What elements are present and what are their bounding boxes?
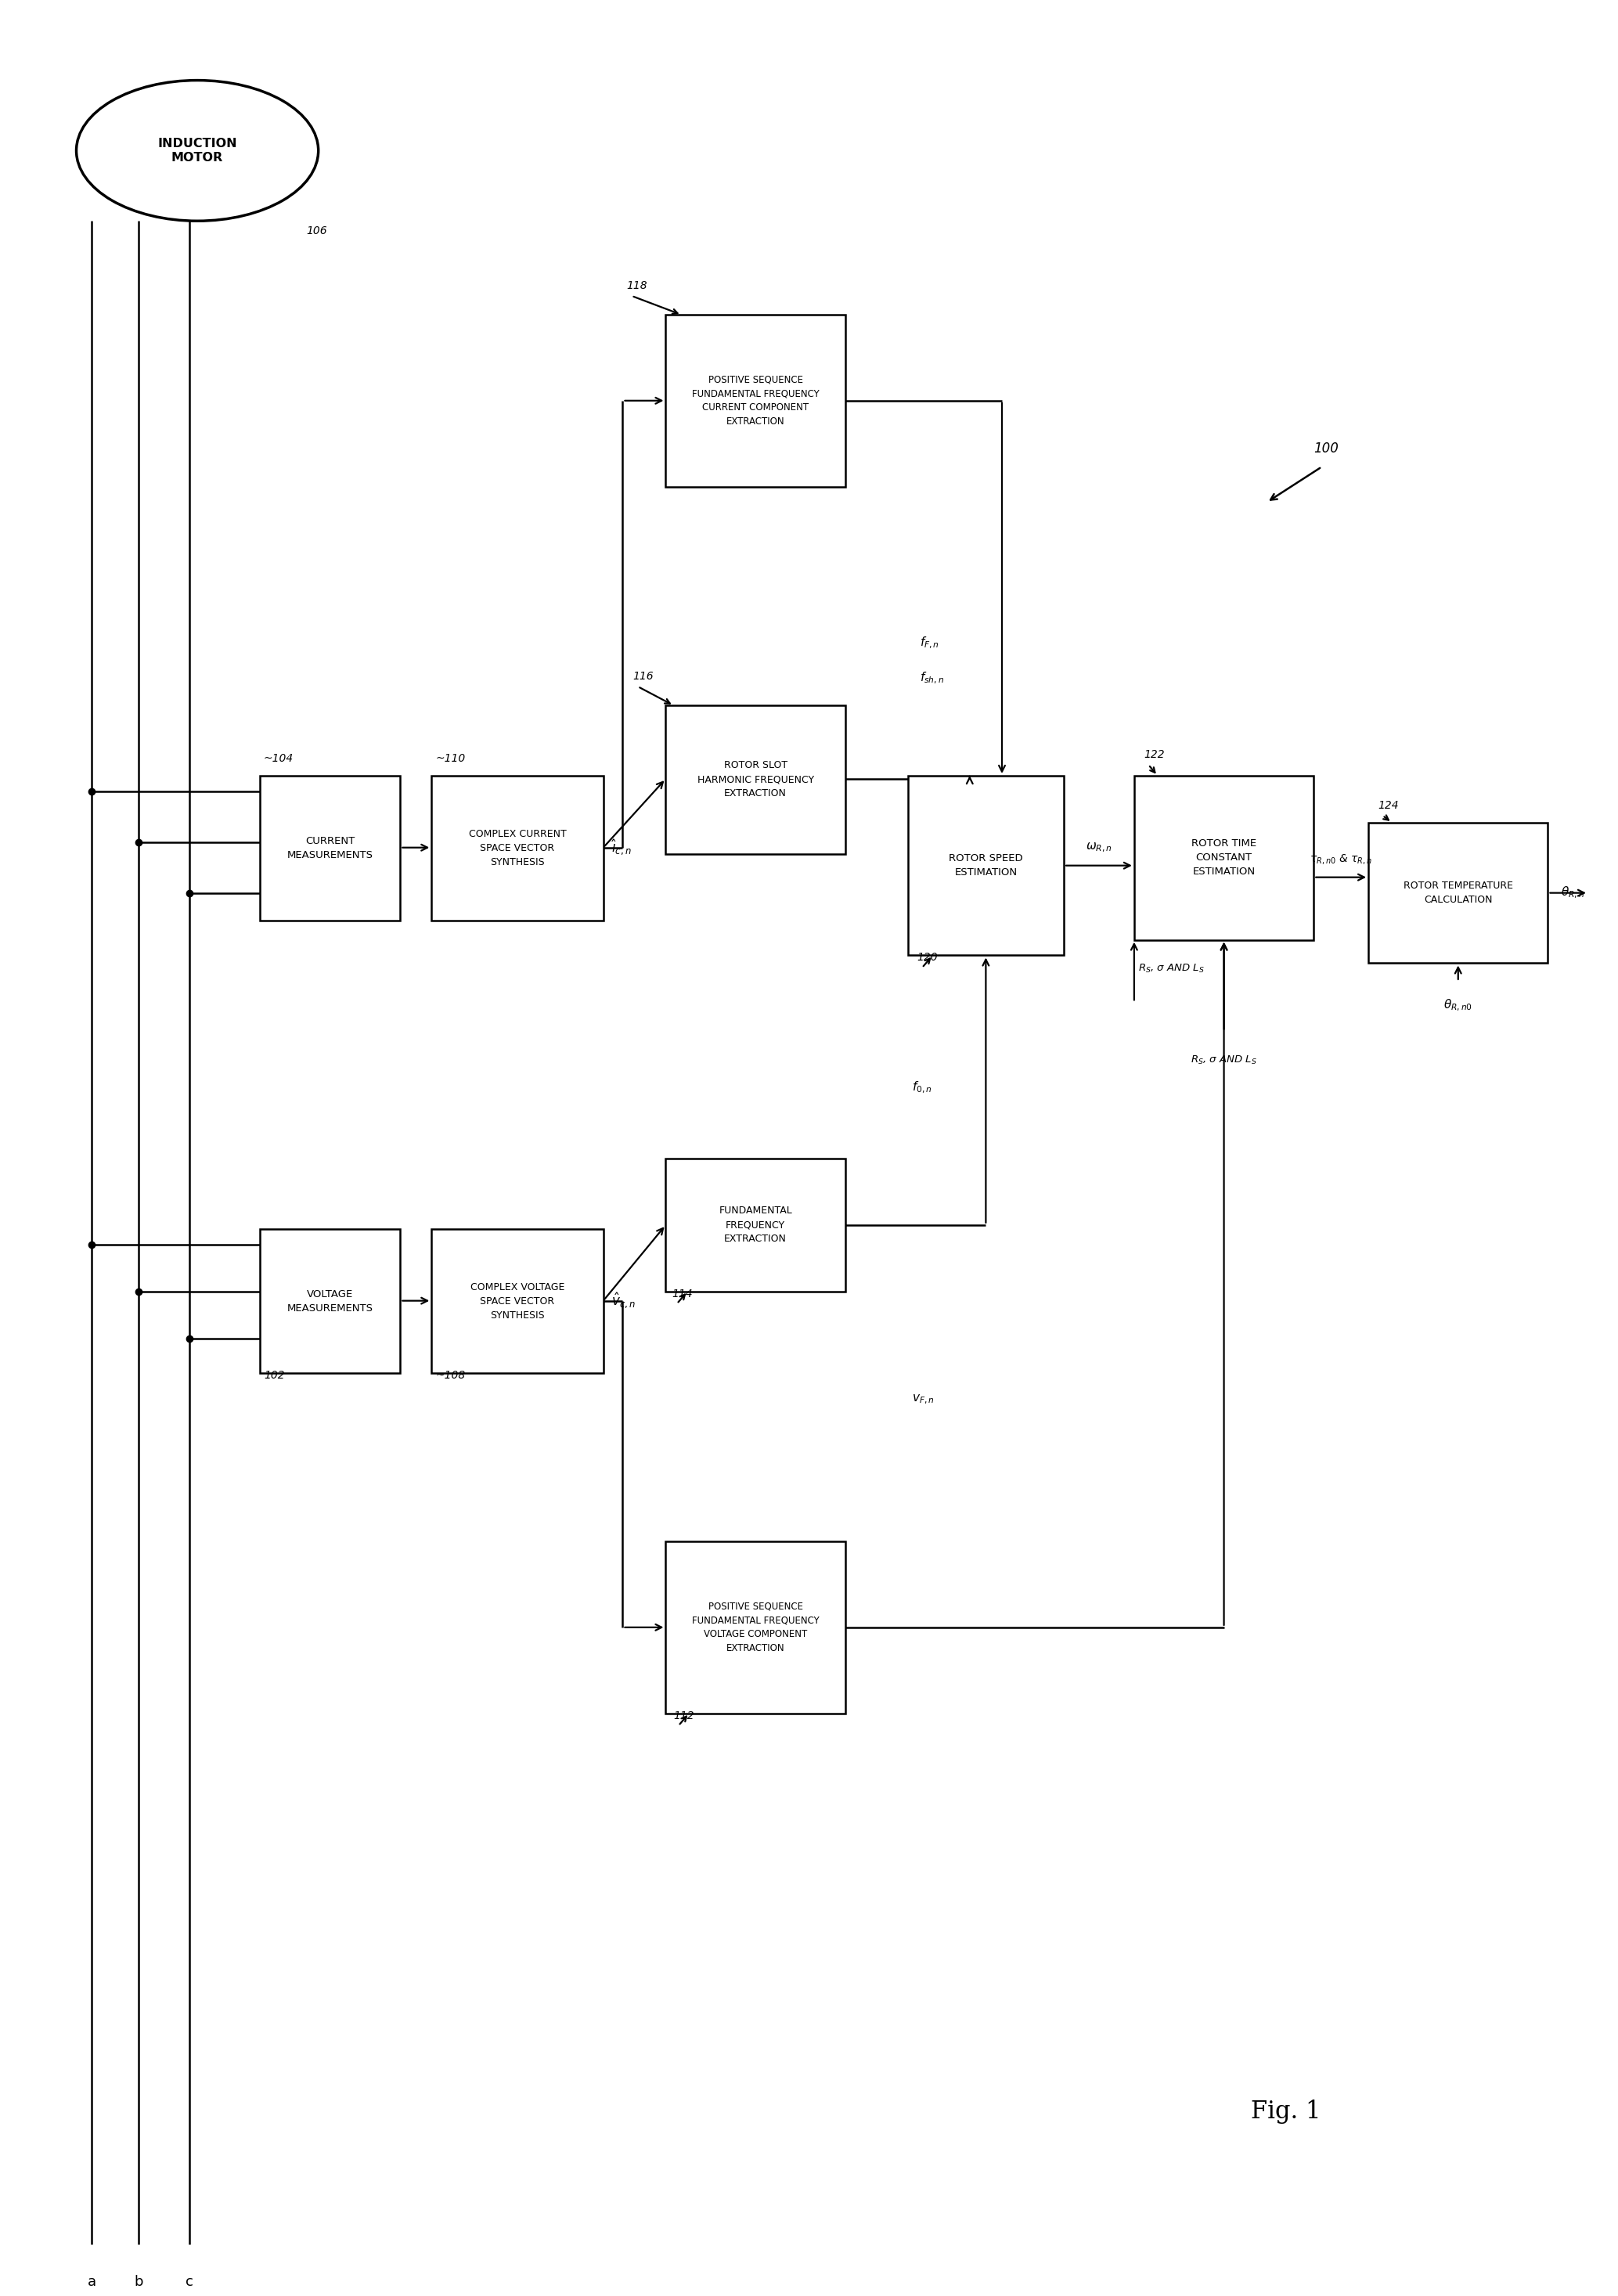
Text: c: c [186, 2275, 194, 2289]
Text: $\theta_{R,n}$: $\theta_{R,n}$ [1561, 886, 1584, 900]
Text: $\hat{\imath}_{c,n}$: $\hat{\imath}_{c,n}$ [612, 838, 631, 856]
Text: ROTOR TIME
CONSTANT
ESTIMATION: ROTOR TIME CONSTANT ESTIMATION [1191, 838, 1257, 877]
Text: 124: 124 [1377, 799, 1398, 810]
Text: ROTOR SPEED
ESTIMATION: ROTOR SPEED ESTIMATION [948, 854, 1023, 877]
Text: $R_S$, $\sigma$ AND $L_S$: $R_S$, $\sigma$ AND $L_S$ [1137, 962, 1204, 976]
Text: b: b [134, 2275, 144, 2289]
Text: COMPLEX CURRENT
SPACE VECTOR
SYNTHESIS: COMPLEX CURRENT SPACE VECTOR SYNTHESIS [469, 829, 566, 868]
Bar [665, 315, 845, 487]
Text: ROTOR SLOT
HARMONIC FREQUENCY
EXTRACTION: ROTOR SLOT HARMONIC FREQUENCY EXTRACTION [697, 760, 814, 799]
Text: $\theta_{R,n0}$: $\theta_{R,n0}$ [1443, 996, 1472, 1013]
Bar [1134, 776, 1314, 939]
Text: VOLTAGE
MEASUREMENTS: VOLTAGE MEASUREMENTS [286, 1288, 374, 1313]
Bar [908, 776, 1065, 955]
Text: $\tau_{R,n0}$ & $\tau_{R,n}$: $\tau_{R,n0}$ & $\tau_{R,n}$ [1309, 852, 1372, 866]
Bar [1369, 822, 1548, 964]
Text: 116: 116 [633, 670, 654, 682]
Text: 118: 118 [626, 280, 647, 292]
Text: ROTOR TEMPERATURE
CALCULATION: ROTOR TEMPERATURE CALCULATION [1403, 882, 1513, 905]
Text: 102: 102 [264, 1371, 285, 1382]
Text: $f_{F,n}$: $f_{F,n}$ [919, 636, 938, 650]
Text: FUNDAMENTAL
FREQUENCY
EXTRACTION: FUNDAMENTAL FREQUENCY EXTRACTION [718, 1205, 793, 1244]
Text: $\omega_{R,n}$: $\omega_{R,n}$ [1086, 840, 1112, 854]
Text: 114: 114 [671, 1288, 693, 1300]
Text: POSITIVE SEQUENCE
FUNDAMENTAL FREQUENCY
VOLTAGE COMPONENT
EXTRACTION: POSITIVE SEQUENCE FUNDAMENTAL FREQUENCY … [693, 1600, 819, 1653]
Text: $f_{sh,n}$: $f_{sh,n}$ [919, 670, 943, 687]
Text: 120: 120 [917, 953, 938, 964]
Bar [665, 1159, 845, 1290]
Text: ~110: ~110 [435, 753, 466, 765]
Text: 106: 106 [307, 225, 327, 236]
Text: $\hat{v}_{c,n}$: $\hat{v}_{c,n}$ [612, 1290, 636, 1311]
Bar [260, 776, 400, 921]
Bar [260, 1228, 400, 1373]
Text: ~108: ~108 [435, 1371, 466, 1382]
Bar [432, 776, 604, 921]
Text: a: a [87, 2275, 97, 2289]
Text: $v_{F,n}$: $v_{F,n}$ [911, 1394, 934, 1405]
Text: ~104: ~104 [264, 753, 293, 765]
Text: COMPLEX VOLTAGE
SPACE VECTOR
SYNTHESIS: COMPLEX VOLTAGE SPACE VECTOR SYNTHESIS [471, 1281, 565, 1320]
Text: INDUCTION
MOTOR: INDUCTION MOTOR [157, 138, 238, 163]
Text: Fig. 1: Fig. 1 [1251, 2099, 1322, 2124]
Bar [665, 705, 845, 854]
Text: $f_{0,n}$: $f_{0,n}$ [911, 1081, 932, 1095]
Text: 112: 112 [673, 1711, 694, 1722]
Ellipse shape [76, 80, 319, 220]
Text: CURRENT
MEASUREMENTS: CURRENT MEASUREMENTS [286, 836, 374, 861]
Text: $R_S$, $\sigma$ AND $L_S$: $R_S$, $\sigma$ AND $L_S$ [1191, 1054, 1257, 1065]
Bar [432, 1228, 604, 1373]
Bar [665, 1541, 845, 1713]
Text: 122: 122 [1144, 748, 1165, 760]
Text: POSITIVE SEQUENCE
FUNDAMENTAL FREQUENCY
CURRENT COMPONENT
EXTRACTION: POSITIVE SEQUENCE FUNDAMENTAL FREQUENCY … [693, 374, 819, 427]
Text: 100: 100 [1314, 441, 1338, 455]
